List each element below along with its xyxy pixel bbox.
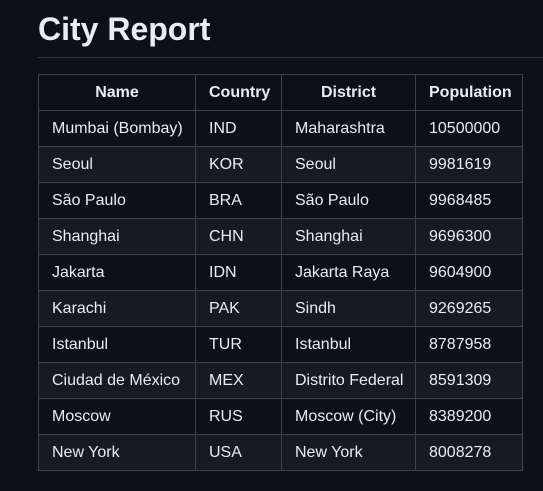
- table-row: New York USA New York 8008278: [38, 434, 523, 471]
- cell-name: São Paulo: [38, 182, 196, 219]
- cell-population: 8591309: [415, 362, 523, 399]
- cell-country: TUR: [195, 326, 282, 363]
- cell-population: 8389200: [415, 398, 523, 435]
- page-title: City Report: [38, 11, 211, 47]
- cell-population: 9269265: [415, 290, 523, 327]
- table-row: Seoul KOR Seoul 9981619: [38, 146, 523, 183]
- cell-country: PAK: [195, 290, 282, 327]
- cell-name: Seoul: [38, 146, 196, 183]
- cell-district: Shanghai: [281, 218, 416, 255]
- title-divider: [38, 57, 543, 58]
- cell-district: São Paulo: [281, 182, 416, 219]
- cell-population: 8008278: [415, 434, 523, 471]
- table-row: Moscow RUS Moscow (City) 8389200: [38, 398, 523, 435]
- column-header-country: Country: [195, 74, 282, 111]
- table-row: Istanbul TUR Istanbul 8787958: [38, 326, 523, 363]
- cell-name: Shanghai: [38, 218, 196, 255]
- column-header-name: Name: [38, 74, 196, 111]
- cell-country: CHN: [195, 218, 282, 255]
- table-row: São Paulo BRA São Paulo 9968485: [38, 182, 523, 219]
- cell-district: Moscow (City): [281, 398, 416, 435]
- cell-district: New York: [281, 434, 416, 471]
- cell-name: Mumbai (Bombay): [38, 110, 196, 147]
- table-row: Jakarta IDN Jakarta Raya 9604900: [38, 254, 523, 291]
- cell-country: RUS: [195, 398, 282, 435]
- cell-district: Seoul: [281, 146, 416, 183]
- cell-name: Ciudad de México: [38, 362, 196, 399]
- table-row: Shanghai CHN Shanghai 9696300: [38, 218, 523, 255]
- cell-district: Sindh: [281, 290, 416, 327]
- table-row: Karachi PAK Sindh 9269265: [38, 290, 523, 327]
- cell-population: 10500000: [415, 110, 523, 147]
- cell-country: KOR: [195, 146, 282, 183]
- city-table: Name Country District Population Mumbai …: [38, 74, 523, 471]
- cell-district: Maharashtra: [281, 110, 416, 147]
- cell-name: Karachi: [38, 290, 196, 327]
- cell-population: 9981619: [415, 146, 523, 183]
- cell-country: IND: [195, 110, 282, 147]
- cell-name: New York: [38, 434, 196, 471]
- table-row: Ciudad de México MEX Distrito Federal 85…: [38, 362, 523, 399]
- cell-population: 8787958: [415, 326, 523, 363]
- cell-country: USA: [195, 434, 282, 471]
- cell-country: IDN: [195, 254, 282, 291]
- cell-population: 9968485: [415, 182, 523, 219]
- cell-country: MEX: [195, 362, 282, 399]
- cell-district: Jakarta Raya: [281, 254, 416, 291]
- cell-district: Distrito Federal: [281, 362, 416, 399]
- table-header-row: Name Country District Population: [38, 74, 523, 111]
- cell-population: 9696300: [415, 218, 523, 255]
- cell-name: Istanbul: [38, 326, 196, 363]
- cell-name: Jakarta: [38, 254, 196, 291]
- column-header-population: Population: [415, 74, 523, 111]
- column-header-district: District: [281, 74, 416, 111]
- cell-country: BRA: [195, 182, 282, 219]
- cell-name: Moscow: [38, 398, 196, 435]
- cell-population: 9604900: [415, 254, 523, 291]
- cell-district: Istanbul: [281, 326, 416, 363]
- table-row: Mumbai (Bombay) IND Maharashtra 10500000: [38, 110, 523, 147]
